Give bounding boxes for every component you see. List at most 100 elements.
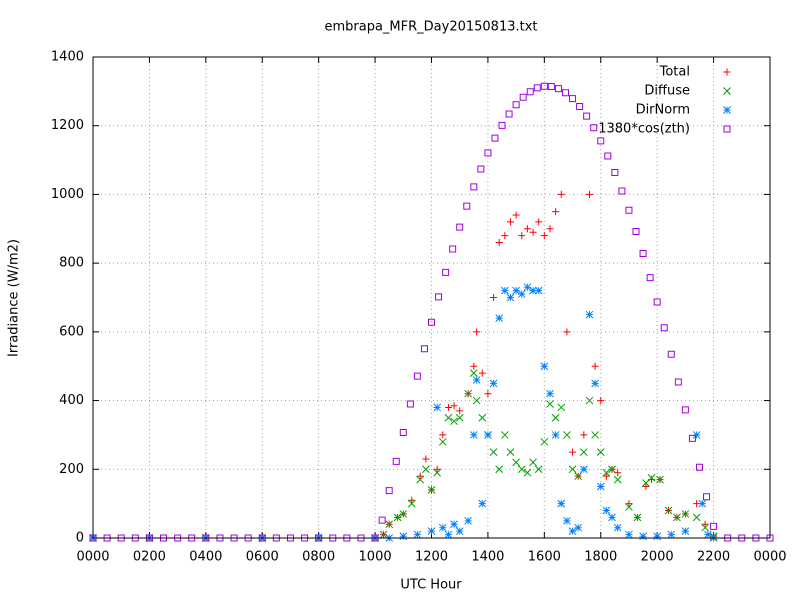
point bbox=[422, 455, 430, 463]
point bbox=[602, 506, 611, 515]
point bbox=[442, 268, 450, 276]
point bbox=[188, 534, 196, 542]
y-tick-label: 1200 bbox=[51, 118, 84, 133]
point bbox=[286, 534, 294, 542]
point bbox=[701, 520, 709, 528]
legend-label: Total bbox=[659, 65, 690, 80]
x-tick-label: 0000 bbox=[753, 550, 786, 565]
point bbox=[529, 458, 537, 467]
point bbox=[301, 534, 309, 542]
point bbox=[489, 379, 498, 388]
point bbox=[469, 431, 478, 439]
point bbox=[506, 293, 515, 302]
point bbox=[704, 530, 712, 539]
point bbox=[540, 82, 548, 90]
point bbox=[470, 183, 478, 191]
point bbox=[613, 523, 622, 532]
series bbox=[89, 369, 718, 542]
point bbox=[495, 239, 503, 247]
point bbox=[512, 286, 520, 295]
point bbox=[540, 362, 549, 371]
point bbox=[681, 510, 690, 518]
point bbox=[473, 328, 481, 336]
legend-label: DirNorm bbox=[636, 103, 690, 118]
point bbox=[371, 534, 379, 542]
point bbox=[646, 274, 654, 282]
point bbox=[433, 403, 441, 412]
point bbox=[523, 225, 531, 233]
point bbox=[89, 534, 97, 542]
point bbox=[379, 530, 388, 539]
point bbox=[438, 523, 447, 532]
point bbox=[506, 448, 515, 456]
point bbox=[611, 168, 619, 176]
point bbox=[752, 534, 760, 542]
point bbox=[489, 448, 498, 456]
y-tick-label: 1000 bbox=[51, 187, 84, 202]
point bbox=[408, 496, 416, 504]
point bbox=[433, 468, 441, 477]
point bbox=[766, 534, 774, 542]
point bbox=[557, 499, 566, 508]
point bbox=[647, 474, 656, 482]
x-tick-label: 0200 bbox=[133, 550, 166, 565]
point bbox=[449, 245, 457, 253]
point bbox=[435, 293, 443, 301]
y-tick-label: 800 bbox=[59, 256, 84, 271]
point bbox=[470, 362, 478, 370]
point bbox=[517, 290, 526, 298]
y-tick-label: 600 bbox=[59, 324, 84, 339]
point bbox=[591, 362, 599, 370]
point bbox=[602, 472, 610, 480]
point bbox=[695, 463, 703, 471]
point bbox=[724, 534, 732, 542]
point bbox=[653, 298, 661, 306]
point bbox=[505, 110, 513, 118]
point bbox=[523, 283, 532, 292]
point bbox=[608, 513, 616, 522]
point bbox=[484, 149, 492, 157]
point bbox=[160, 534, 168, 542]
point bbox=[490, 294, 498, 301]
legend-marker bbox=[723, 106, 731, 114]
point bbox=[597, 137, 605, 145]
point bbox=[478, 369, 486, 377]
point bbox=[357, 534, 365, 542]
point bbox=[547, 83, 555, 91]
point bbox=[450, 402, 458, 410]
point bbox=[343, 534, 351, 542]
point bbox=[413, 530, 422, 539]
legend-marker bbox=[723, 125, 731, 133]
point bbox=[540, 232, 548, 240]
point bbox=[478, 499, 487, 508]
point bbox=[563, 431, 571, 439]
point bbox=[495, 314, 504, 322]
point bbox=[569, 95, 577, 103]
point bbox=[681, 406, 689, 414]
series bbox=[89, 82, 774, 542]
point bbox=[455, 527, 464, 535]
x-tick-label: 1200 bbox=[415, 550, 448, 565]
point bbox=[385, 520, 394, 529]
x-tick-label: 0600 bbox=[246, 550, 279, 565]
point bbox=[546, 225, 554, 233]
point bbox=[554, 85, 562, 93]
x-tick-label: 1000 bbox=[359, 550, 392, 565]
point bbox=[563, 328, 571, 336]
chart-title: embrapa_MFR_Day20150813.txt bbox=[324, 20, 537, 35]
point bbox=[500, 286, 509, 295]
point bbox=[632, 228, 640, 236]
point bbox=[501, 232, 509, 240]
point bbox=[552, 208, 560, 216]
point bbox=[688, 434, 696, 442]
point bbox=[478, 413, 487, 422]
point bbox=[642, 482, 650, 490]
point bbox=[131, 534, 139, 542]
point bbox=[455, 413, 464, 422]
x-tick-label: 0000 bbox=[76, 550, 109, 565]
point bbox=[472, 376, 481, 384]
point bbox=[557, 190, 565, 198]
point bbox=[526, 88, 534, 96]
point bbox=[585, 396, 594, 405]
